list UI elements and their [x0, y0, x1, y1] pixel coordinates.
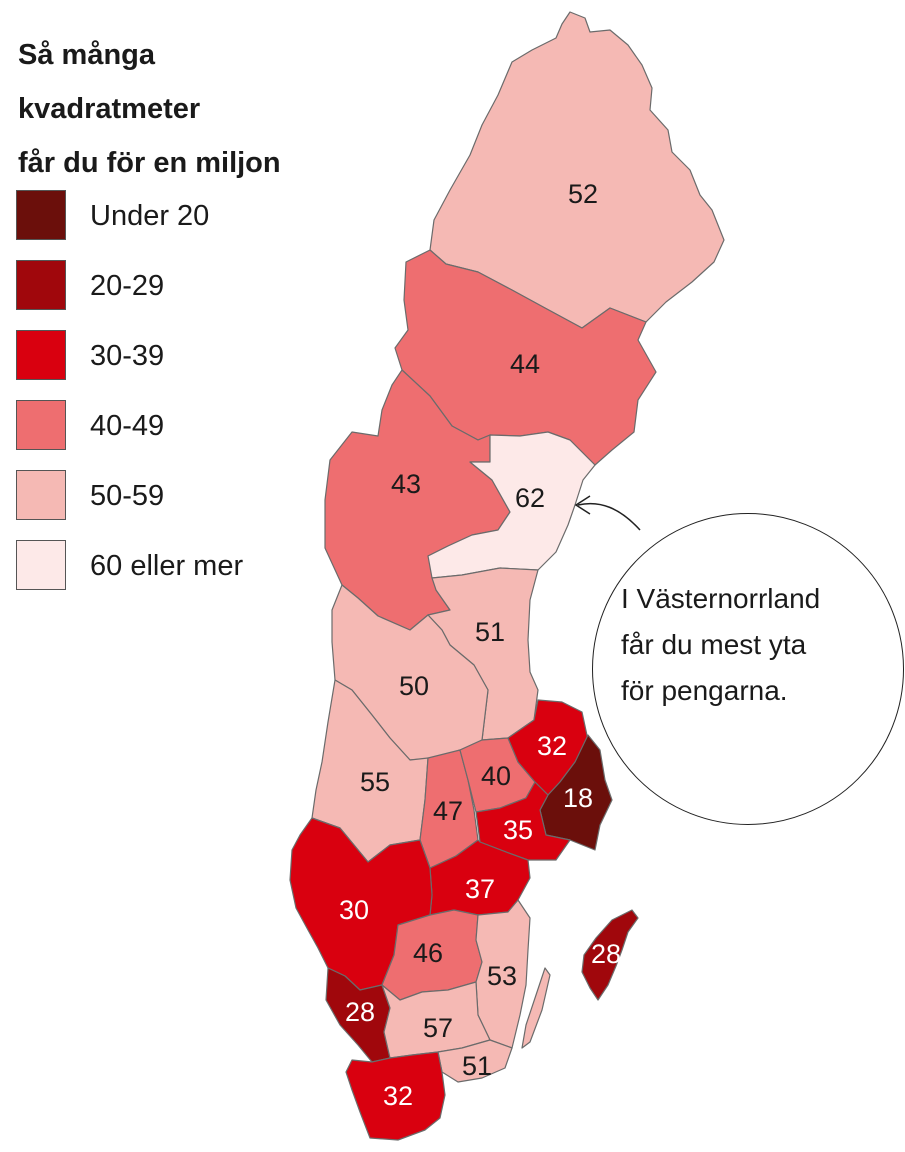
- legend-item-40-49: 40-49: [16, 400, 316, 452]
- region-value-vasternorrland: 62: [515, 483, 545, 513]
- callout-bubble: I Västernorrland får du mest yta för pen…: [592, 513, 904, 825]
- legend-label: 30-39: [90, 340, 165, 372]
- title-line-1: Så många: [18, 39, 155, 71]
- region-value-dalarna: 50: [399, 671, 429, 701]
- region-value-jonkoping: 46: [413, 938, 443, 968]
- region-value-jamtland: 43: [391, 469, 421, 499]
- legend-label: 20-29: [90, 270, 165, 302]
- legend-swatch: [16, 330, 66, 380]
- region-value-kalmar: 53: [487, 961, 517, 991]
- region-oland: [521, 967, 551, 1049]
- legend-item-50-59: 50-59: [16, 470, 316, 522]
- region-value-orebro: 47: [433, 796, 463, 826]
- legend-item-20-29: 20-29: [16, 260, 316, 312]
- region-value-sodermanland: 35: [503, 815, 533, 845]
- region-value-halland: 28: [345, 997, 375, 1027]
- legend-label: 40-49: [90, 410, 165, 442]
- legend-label: 50-59: [90, 480, 165, 512]
- region-value-ostergotland: 37: [465, 874, 495, 904]
- legend-label: Under 20: [90, 200, 210, 232]
- title-line-2: kvadratmeter: [18, 93, 201, 125]
- title-line-3: får du för en miljon: [18, 147, 281, 179]
- legend-item-60-plus: 60 eller mer: [16, 540, 316, 592]
- legend-swatch: [16, 540, 66, 590]
- region-value-norrbotten: 52: [568, 179, 598, 209]
- region-value-vasterbotten: 44: [510, 349, 540, 379]
- legend-swatch: [16, 260, 66, 310]
- legend-swatch: [16, 190, 66, 240]
- region-value-skane: 32: [383, 1081, 413, 1111]
- callout-line-1: I Västernorrland: [621, 583, 821, 614]
- legend-swatch: [16, 470, 66, 520]
- map-title: Så många kvadratmeter får du för en milj…: [18, 28, 338, 190]
- callout-line-3: för pengarna.: [621, 675, 788, 706]
- legend-swatch: [16, 400, 66, 450]
- region-blekinge[interactable]: [437, 1039, 513, 1083]
- region-value-blekinge: 51: [462, 1051, 492, 1081]
- legend-item-under-20: Under 20: [16, 190, 316, 242]
- callout-text: I Västernorrland får du mest yta för pen…: [621, 576, 820, 714]
- region-skane[interactable]: [345, 1051, 446, 1141]
- region-value-vastmanland: 40: [481, 761, 511, 791]
- callout-line-2: får du mest yta: [621, 629, 807, 660]
- callout-pointer-line: [577, 502, 641, 531]
- callout-arrowhead: [574, 495, 591, 515]
- region-value-stockholm: 18: [563, 783, 593, 813]
- legend-item-30-39: 30-39: [16, 330, 316, 382]
- legend-label: 60 eller mer: [90, 550, 244, 582]
- region-value-varmland: 55: [360, 767, 390, 797]
- region-value-gavleborg: 51: [475, 617, 505, 647]
- region-value-uppsala: 32: [537, 731, 567, 761]
- region-value-gotland: 28: [591, 939, 621, 969]
- region-gotland[interactable]: [581, 909, 639, 1001]
- region-kalmar[interactable]: [475, 899, 531, 1049]
- region-value-kronoberg: 57: [423, 1013, 453, 1043]
- region-value-vastra-gotaland: 30: [339, 895, 369, 925]
